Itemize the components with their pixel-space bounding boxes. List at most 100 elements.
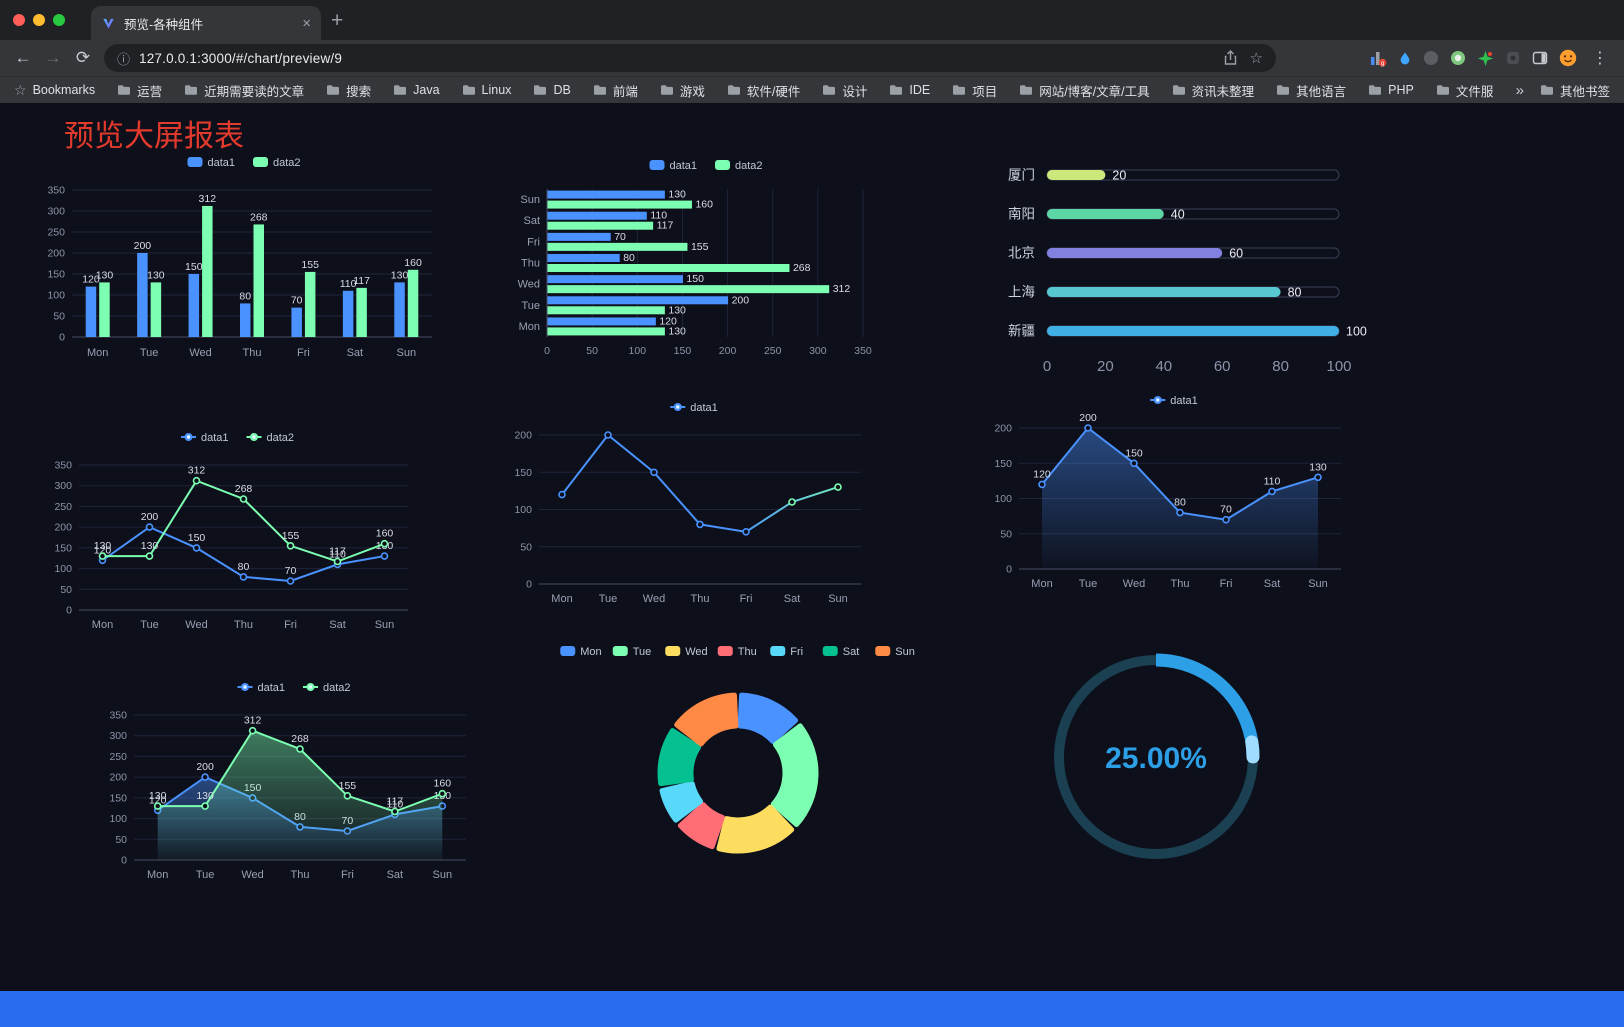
- bookmark-folder[interactable]: DB: [533, 81, 571, 100]
- folder-icon: [117, 84, 131, 96]
- bookmark-folder[interactable]: 资讯未整理: [1172, 81, 1254, 100]
- chart-capsule-bars[interactable]: 厦门 20 南阳 40 北京 60 上海 80 新疆 100 0 20 40 60 80 100: [995, 155, 1373, 385]
- svg-text:350: 350: [854, 345, 872, 357]
- footer-strip: [0, 991, 1624, 1027]
- svg-text:350: 350: [54, 460, 72, 472]
- share-icon[interactable]: [1223, 50, 1238, 66]
- svg-text:268: 268: [793, 262, 811, 274]
- folder-icon: [1019, 84, 1033, 96]
- svg-text:200: 200: [719, 345, 737, 357]
- bookmark-folder[interactable]: 网站/博客/文章/工具: [1019, 81, 1150, 100]
- bookmark-folder[interactable]: 近期需要读的文章: [184, 81, 304, 100]
- chart-line-gradient[interactable]: 0 50 100 150 200 Mon Tue Wed Thu Fri Sat Sun data1: [505, 395, 873, 611]
- svg-text:50: 50: [53, 311, 65, 323]
- folder-icon: [660, 84, 674, 96]
- address-bar[interactable]: ⓘ 127.0.0.1:3000/#/chart/preview/9 ☆: [104, 44, 1276, 72]
- svg-text:150: 150: [185, 261, 203, 273]
- chart-line-two-series[interactable]: 0 50 100 150 200 250 300 350 Mon Tue Wed Thu Fri Sat S…: [45, 425, 420, 637]
- svg-text:Thu: Thu: [243, 347, 262, 359]
- close-window-button[interactable]: [13, 14, 25, 26]
- folder-icon: [326, 84, 340, 96]
- bookmark-folder[interactable]: 运营: [117, 81, 162, 100]
- bookmark-folder[interactable]: PHP: [1368, 81, 1414, 100]
- svg-text:Tue: Tue: [140, 347, 159, 359]
- bookmark-folder[interactable]: 软件/硬件: [727, 81, 800, 100]
- chart-bar-horizontal[interactable]: 0 50 100 150 200 250 300 350 Mon 120 130 Tue 200 130 W…: [505, 151, 897, 363]
- svg-text:Sun: Sun: [432, 869, 452, 881]
- svg-text:70: 70: [614, 231, 626, 243]
- page-title: 预览大屏报表: [64, 120, 244, 153]
- svg-text:120: 120: [94, 544, 112, 556]
- svg-text:Tue: Tue: [521, 300, 540, 312]
- extension-icon-gray-circle[interactable]: [1423, 50, 1439, 66]
- svg-text:Mon: Mon: [1031, 578, 1052, 590]
- svg-text:Tue: Tue: [1079, 578, 1098, 590]
- bookmark-folder[interactable]: 文件服务器: [1436, 81, 1494, 100]
- bookmark-folder[interactable]: Linux: [462, 81, 511, 100]
- extension-icon-green-circle[interactable]: [1450, 50, 1466, 66]
- browser-tab[interactable]: 预览-各种组件 ×: [91, 6, 321, 40]
- chart-bar-grouped[interactable]: 0 50 100 150 200 250 300 350 Mon 120 130 Tue 200 130 W…: [38, 150, 440, 365]
- bookmark-folder[interactable]: 设计: [822, 81, 867, 100]
- zoom-window-button[interactable]: [53, 14, 65, 26]
- chart-donut-pie[interactable]: Mon Tue Wed Thu Fri Sat Sun: [552, 635, 924, 875]
- svg-text:70: 70: [291, 295, 303, 307]
- bookmark-star-icon[interactable]: ☆: [1249, 50, 1263, 67]
- svg-text:Sat: Sat: [387, 869, 404, 881]
- minimize-window-button[interactable]: [33, 14, 45, 26]
- svg-text:200: 200: [109, 772, 127, 784]
- chart-line-area-two-series[interactable]: 0 50 100 150 200 250 300 350 Mon Tue Wed Thu Fri Sat S…: [100, 675, 478, 887]
- svg-text:Tue: Tue: [196, 869, 215, 881]
- svg-text:Fri: Fri: [790, 646, 803, 658]
- site-info-icon[interactable]: ⓘ: [117, 51, 131, 67]
- bookmark-folder[interactable]: 前端: [593, 81, 638, 100]
- extension-icon-starburst[interactable]: [1477, 50, 1494, 67]
- svg-text:100: 100: [54, 563, 72, 575]
- reload-button[interactable]: ⟳: [75, 48, 91, 67]
- svg-text:155: 155: [301, 259, 319, 271]
- extension-icon-puzzle[interactable]: [1505, 50, 1521, 66]
- bookmarks-root[interactable]: ☆ Bookmarks: [14, 82, 95, 99]
- chart-area[interactable]: 0 50 100 150 200 Mon Tue Wed Thu Fri Sat Sun 120 200 1…: [985, 388, 1353, 596]
- other-bookmarks-folder[interactable]: 其他书签: [1540, 81, 1610, 100]
- extension-icon-analytics[interactable]: g: [1370, 50, 1387, 67]
- side-panel-icon[interactable]: [1532, 50, 1548, 66]
- extension-icon-drop[interactable]: [1398, 50, 1412, 66]
- forward-button[interactable]: →: [44, 48, 62, 67]
- svg-text:200: 200: [1079, 412, 1097, 424]
- bookmark-folder[interactable]: IDE: [889, 81, 930, 100]
- bookmark-folder[interactable]: 项目: [952, 81, 997, 100]
- back-button[interactable]: ←: [14, 48, 32, 67]
- chart-gauge-progress[interactable]: 25.00%: [1040, 641, 1272, 873]
- new-tab-button[interactable]: +: [331, 8, 344, 32]
- svg-text:150: 150: [674, 345, 692, 357]
- svg-text:150: 150: [47, 269, 65, 281]
- svg-text:Mon: Mon: [92, 619, 113, 631]
- svg-text:200: 200: [196, 761, 214, 773]
- bookmark-folder[interactable]: Java: [393, 81, 440, 100]
- folder-icon: [593, 84, 607, 96]
- bookmark-folder[interactable]: 搜索: [326, 81, 371, 100]
- svg-text:117: 117: [353, 275, 370, 287]
- tab-close-icon[interactable]: ×: [302, 14, 311, 32]
- bookmark-label: PHP: [1388, 83, 1414, 97]
- menu-button[interactable]: ⋮: [1592, 50, 1608, 67]
- svg-text:g: g: [1381, 61, 1384, 67]
- browser-toolbar: ← → ⟳ ⓘ 127.0.0.1:3000/#/chart/preview/9…: [0, 40, 1624, 76]
- svg-text:200: 200: [732, 294, 750, 306]
- profile-avatar[interactable]: [1559, 49, 1577, 67]
- svg-text:268: 268: [235, 483, 253, 495]
- bookmarks-overflow-button[interactable]: »: [1515, 81, 1524, 99]
- bookmark-folder[interactable]: 其他语言: [1276, 81, 1346, 100]
- svg-text:Thu: Thu: [1171, 578, 1190, 590]
- svg-text:120: 120: [82, 274, 100, 286]
- svg-text:40: 40: [1171, 208, 1185, 222]
- svg-text:300: 300: [809, 345, 827, 357]
- folder-icon: [533, 84, 547, 96]
- bookmark-label: 搜索: [346, 84, 372, 99]
- folder-icon: [727, 84, 741, 96]
- bookmark-folder[interactable]: 游戏: [660, 81, 705, 100]
- svg-text:80: 80: [239, 290, 251, 302]
- folder-icon: [1540, 84, 1554, 96]
- svg-text:268: 268: [291, 733, 309, 745]
